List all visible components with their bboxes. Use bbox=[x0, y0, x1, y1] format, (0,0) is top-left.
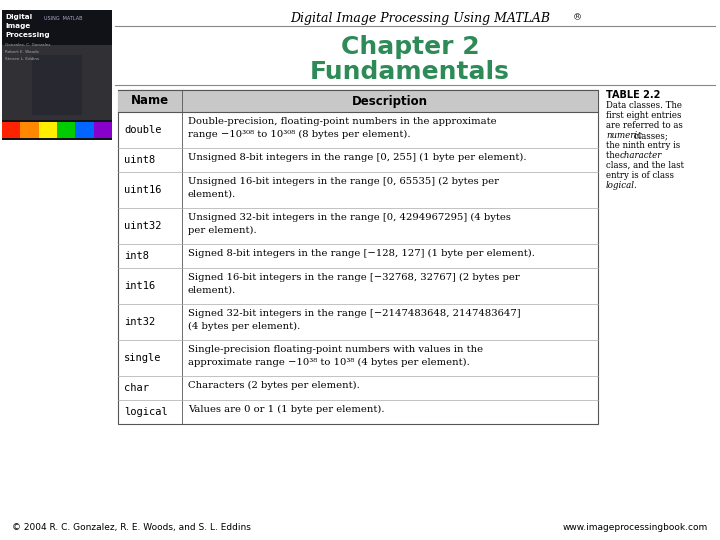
Text: (4 bytes per element).: (4 bytes per element). bbox=[188, 322, 300, 331]
Text: Digital: Digital bbox=[5, 14, 32, 20]
Text: character: character bbox=[620, 151, 662, 160]
Text: are referred to as: are referred to as bbox=[606, 121, 683, 130]
Text: class, and the last: class, and the last bbox=[606, 161, 684, 170]
Text: Data classes. The: Data classes. The bbox=[606, 101, 682, 110]
Text: uint32: uint32 bbox=[124, 221, 161, 231]
Bar bbox=[20, 122, 39, 138]
Bar bbox=[2, 122, 20, 138]
Text: Chapter 2: Chapter 2 bbox=[341, 35, 480, 59]
Text: Description: Description bbox=[352, 94, 428, 107]
Text: Single-precision floating-point numbers with values in the: Single-precision floating-point numbers … bbox=[188, 345, 483, 354]
Text: Robert E. Woods: Robert E. Woods bbox=[5, 50, 39, 54]
Text: first eight entries: first eight entries bbox=[606, 111, 682, 120]
Text: Image: Image bbox=[5, 23, 30, 29]
Text: numeric: numeric bbox=[606, 131, 642, 140]
Text: logical.: logical. bbox=[606, 181, 638, 190]
Text: Unsigned 16-bit integers in the range [0, 65535] (2 bytes per: Unsigned 16-bit integers in the range [0… bbox=[188, 177, 499, 186]
Text: ®: ® bbox=[573, 13, 582, 22]
Bar bbox=[39, 122, 57, 138]
Text: Values are 0 or 1 (1 byte per element).: Values are 0 or 1 (1 byte per element). bbox=[188, 405, 384, 414]
Text: logical: logical bbox=[124, 407, 168, 417]
Text: Steven L. Eddins: Steven L. Eddins bbox=[5, 57, 39, 61]
Text: element).: element). bbox=[188, 286, 236, 295]
Text: Processing: Processing bbox=[5, 32, 50, 38]
Text: Digital Image Processing Using MATLAB: Digital Image Processing Using MATLAB bbox=[290, 12, 550, 25]
Text: per element).: per element). bbox=[188, 226, 256, 235]
Text: char: char bbox=[124, 383, 149, 393]
Text: TABLE 2.2: TABLE 2.2 bbox=[606, 90, 660, 100]
Text: int32: int32 bbox=[124, 317, 156, 327]
Text: Signed 8-bit integers in the range [−128, 127] (1 byte per element).: Signed 8-bit integers in the range [−128… bbox=[188, 249, 535, 258]
Text: classes;: classes; bbox=[631, 131, 668, 140]
Text: www.imageprocessingbook.com: www.imageprocessingbook.com bbox=[563, 523, 708, 532]
Bar bbox=[57, 122, 76, 138]
Text: approximate range −10³⁸ to 10³⁸ (4 bytes per element).: approximate range −10³⁸ to 10³⁸ (4 bytes… bbox=[188, 358, 469, 367]
Bar bbox=[118, 90, 598, 112]
Text: Unsigned 32-bit integers in the range [0, 4294967295] (4 bytes: Unsigned 32-bit integers in the range [0… bbox=[188, 213, 511, 221]
Text: entry is of class: entry is of class bbox=[606, 171, 674, 180]
Text: © 2004 R. C. Gonzalez, R. E. Woods, and S. L. Eddins: © 2004 R. C. Gonzalez, R. E. Woods, and … bbox=[12, 523, 251, 532]
Text: Signed 16-bit integers in the range [−32768, 32767] (2 bytes per: Signed 16-bit integers in the range [−32… bbox=[188, 273, 520, 282]
Text: USING  MATLAB: USING MATLAB bbox=[44, 16, 83, 21]
Text: Double-precision, floating-point numbers in the approximate: Double-precision, floating-point numbers… bbox=[188, 117, 497, 125]
Bar bbox=[2, 10, 112, 140]
Text: Signed 32-bit integers in the range [−2147483648, 2147483647]: Signed 32-bit integers in the range [−21… bbox=[188, 308, 521, 318]
Bar bbox=[118, 90, 598, 424]
Text: element).: element). bbox=[188, 190, 236, 199]
Text: single: single bbox=[124, 353, 161, 363]
Text: Fundamentals: Fundamentals bbox=[310, 60, 510, 84]
Text: Unsigned 8-bit integers in the range [0, 255] (1 byte per element).: Unsigned 8-bit integers in the range [0,… bbox=[188, 153, 526, 163]
Text: int16: int16 bbox=[124, 281, 156, 291]
Text: Characters (2 bytes per element).: Characters (2 bytes per element). bbox=[188, 381, 360, 390]
Text: the: the bbox=[606, 151, 623, 160]
Text: Name: Name bbox=[131, 94, 169, 107]
Text: Gonzalez, C. Gonzalez: Gonzalez, C. Gonzalez bbox=[5, 43, 50, 47]
Bar bbox=[76, 122, 94, 138]
Text: uint8: uint8 bbox=[124, 155, 156, 165]
Bar bbox=[32, 55, 82, 115]
Text: the ninth entry is: the ninth entry is bbox=[606, 141, 680, 150]
Bar bbox=[94, 122, 112, 138]
Text: range −10³⁰⁸ to 10³⁰⁸ (8 bytes per element).: range −10³⁰⁸ to 10³⁰⁸ (8 bytes per eleme… bbox=[188, 130, 410, 139]
Text: double: double bbox=[124, 125, 161, 135]
Text: int8: int8 bbox=[124, 251, 149, 261]
Bar bbox=[2, 45, 112, 120]
Text: uint16: uint16 bbox=[124, 185, 161, 195]
